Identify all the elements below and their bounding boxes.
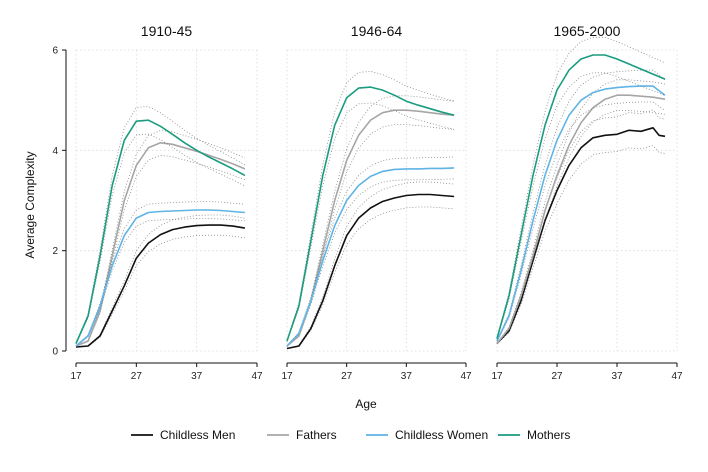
panel-2-series-childless-men-ci-upper [286, 181, 455, 349]
panel-3-series-childless-women-line [496, 85, 666, 342]
panel-3-x-tick-label-37: 37 [611, 371, 623, 382]
panel-1-x-tick-label-47: 47 [251, 371, 263, 382]
y-tick-label-0: 0 [52, 347, 58, 358]
legend-item-fathers-label: Fathers [296, 428, 337, 442]
panel-3-series-mothers-ci-lower [496, 72, 666, 340]
panel-1-series-childless-women-line [75, 209, 245, 347]
panel-3-title: 1965-2000 [554, 23, 621, 39]
legend: Childless Men Fathers Childless Women Mothe… [131, 428, 570, 442]
panel-3-series-fathers-ci-upper [496, 79, 666, 344]
panel-1-x-tick-label-37: 37 [191, 371, 203, 382]
legend-item-mothers: Mothers [498, 428, 570, 442]
panel-1-x-tick-label-17: 17 [70, 371, 82, 382]
panel-3-series-childless-men-line [496, 127, 666, 345]
panel-2-title: 1946-64 [351, 23, 403, 39]
panel-1-series-childless-men-line [75, 224, 246, 348]
panel-3-x-tick-label-27: 27 [551, 371, 563, 382]
panel-2-series-childless-women-ci-upper [286, 156, 455, 346]
panel-2-series-childless-women-line [286, 167, 455, 347]
y-axis-title: Average Complexity [23, 151, 37, 258]
panel-2-series-mothers-line [286, 86, 455, 342]
panel-1-series-childless-women-ci-upper [75, 201, 245, 346]
panel-3-series-childless-women-ci-lower [496, 101, 666, 342]
panel-1-title: 1910-45 [141, 23, 193, 39]
panel-2-x-tick-label-17: 17 [281, 371, 293, 382]
panel-1-series-childless-women-ci-lower [75, 218, 245, 347]
panel-3-series-childless-men-ci-lower [496, 145, 666, 345]
panel-2-series-fathers-line [286, 109, 455, 347]
panel-1-series-mothers-line [75, 119, 246, 344]
panel-1-series-mothers-ci-upper [75, 105, 246, 344]
panel-1: 1910-45 17 27 37 47 0 2 4 6 [52, 23, 263, 382]
panel-1-x-tick-label-27: 27 [131, 371, 143, 382]
legend-item-childless-women-label: Childless Women [395, 428, 488, 442]
panel-2-x-tick-label-27: 27 [341, 371, 353, 382]
panel-1-series-childless-men-ci-upper [75, 214, 245, 348]
legend-item-childless-men-label: Childless Men [160, 428, 235, 442]
panel-3-x-tick-label-17: 17 [491, 371, 503, 382]
panel-1-series-mothers-ci-lower [75, 133, 246, 345]
panel-3-series-fathers-line [496, 94, 666, 344]
panel-3: 1965-2000 17 27 37 47 [491, 23, 683, 382]
legend-item-childless-women: Childless Women [366, 428, 488, 442]
panel-3-series-fathers-ci-lower [496, 110, 666, 345]
panel-2-series-childless-women-ci-lower [286, 178, 455, 347]
panel-2-x-tick-label-47: 47 [460, 371, 472, 382]
panel-2-series-mothers-ci-lower [286, 102, 455, 342]
y-tick-label-2: 2 [52, 246, 58, 257]
panel-3-series-mothers-line [496, 54, 666, 339]
legend-item-childless-men: Childless Men [131, 428, 235, 442]
panel-2: 1946-64 17 27 37 47 [281, 23, 472, 382]
panel-2-series-mothers-ci-upper [286, 70, 455, 341]
y-tick-label-4: 4 [52, 146, 58, 157]
panel-1-series-fathers-ci-upper [75, 129, 246, 347]
panel-3-series-childless-women-ci-upper [496, 69, 666, 341]
panel-2-x-tick-label-37: 37 [401, 371, 413, 382]
x-axis-title: Age [355, 397, 377, 411]
panel-3-x-tick-label-47: 47 [671, 371, 683, 382]
panel-2-series-fathers-ci-upper [286, 95, 455, 346]
legend-item-mothers-label: Mothers [527, 428, 570, 442]
y-tick-label-6: 6 [52, 46, 58, 57]
panel-2-series-childless-men-line [286, 193, 455, 350]
legend-item-fathers: Fathers [267, 428, 337, 442]
